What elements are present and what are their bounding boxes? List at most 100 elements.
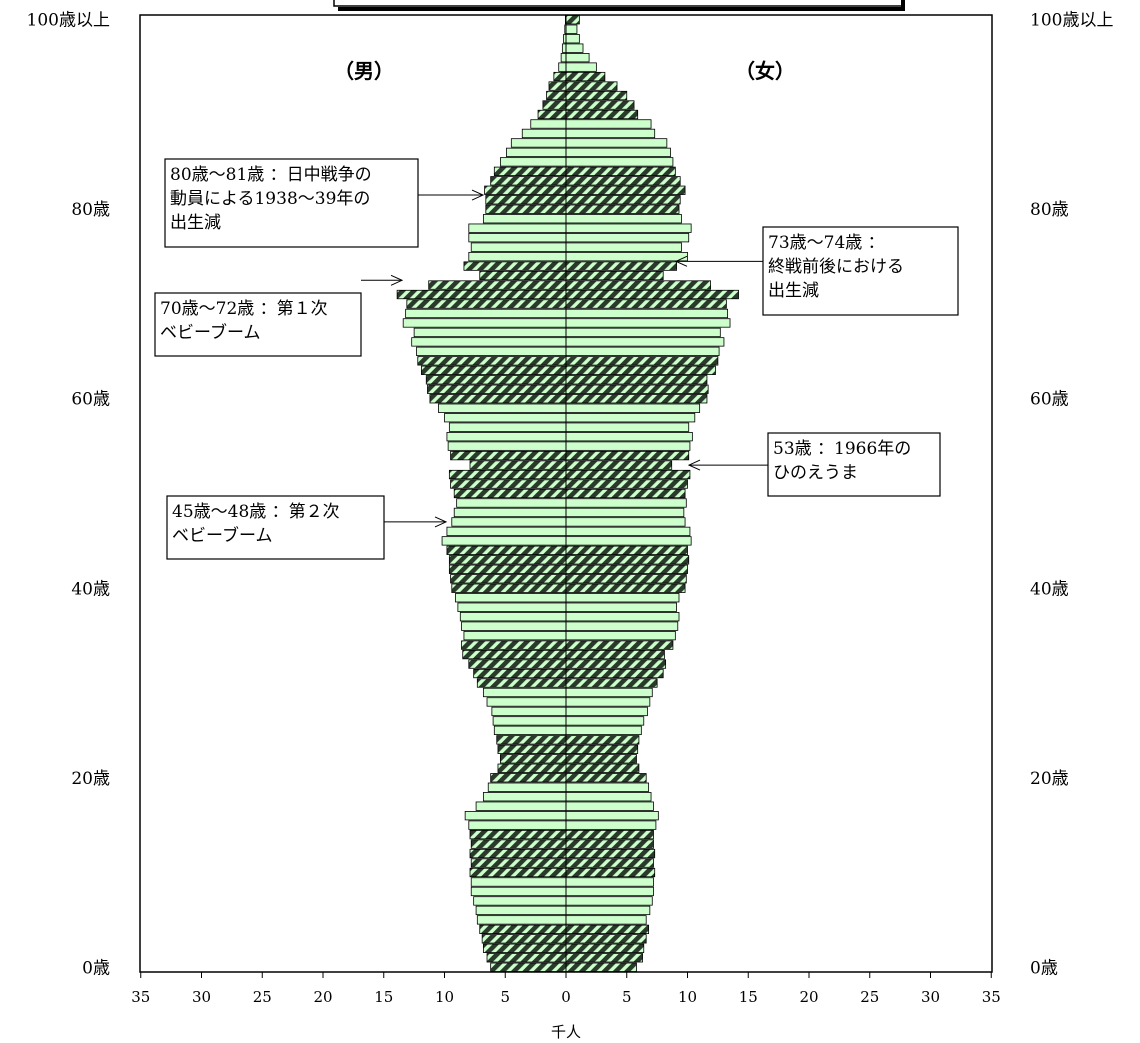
male-bar-age-3 [481,934,567,944]
male-bar-age-6 [475,905,567,916]
female-bar-age-56 [565,432,693,442]
female-bar-age-95 [565,62,597,72]
annotation-text-line: 出生減 [170,213,221,233]
male-bar-age-28 [486,697,567,707]
female-bar-age-72 [565,280,711,290]
male-bar-age-70 [406,299,567,309]
female-bar-age-100 [565,15,580,25]
male-bar-age-44 [446,545,567,555]
x-tick-label: 35 [982,988,1001,1006]
male-bar-age-12 [469,848,567,859]
female-bar-age-57 [565,422,690,432]
male-bar-age-74 [463,261,567,271]
female-bar-age-93 [565,81,618,91]
female-bar-age-24 [565,735,640,745]
male-bar-age-47 [451,517,567,527]
male-bar-age-64 [417,356,567,366]
female-bar-age-60 [565,394,708,404]
male-bar-age-90 [537,109,567,120]
male-bar-age-46 [446,526,567,537]
female-bar-age-12 [565,848,656,859]
male-bar-age-93 [548,81,567,91]
female-bar-age-62 [565,375,708,385]
male-bar-age-24 [496,735,567,745]
female-bar-age-64 [565,356,719,366]
female-bar-age-27 [565,706,648,717]
male-bar-age-57 [448,422,567,432]
female-bar-age-68 [565,318,731,328]
male-bar-age-96 [560,53,567,63]
male-bar-age-13 [470,839,567,849]
male-bar-age-78 [468,223,567,233]
male-bar-age-36 [461,621,567,631]
male-bar-age-41 [450,574,567,584]
y-tick-label-right: 80歳 [1030,200,1069,220]
annotation-box [762,226,959,316]
female-bar-age-13 [565,839,654,849]
male-bar-age-0 [490,962,567,972]
y-tick-label-right: 40歳 [1030,579,1069,599]
male-bar-age-53 [469,460,567,470]
female-bar-age-90 [565,109,639,120]
annotation-text-line: 53歳 ：1966年の [773,439,911,459]
annotation-arrowhead [434,516,448,528]
x-tick-label: 5 [622,988,632,1006]
male-bar-age-88 [521,128,567,139]
female-label: （女） [735,59,795,83]
x-tick-label: 30 [192,988,211,1006]
male-bar-age-92 [546,90,567,101]
female-bar-age-59 [565,403,701,413]
female-bar-age-76 [565,242,682,252]
male-bar-age-97 [561,43,567,53]
female-bar-age-75 [565,251,688,262]
female-bar-age-43 [565,555,690,565]
female-bar-age-6 [565,905,651,916]
x-axis-ticks: 35 30 25 20 15 10 5 0 5 10 15 20 25 30 35 [131,972,1001,1006]
female-bar-age-14 [565,829,654,840]
y-tick-label-left: 40歳 [71,579,110,599]
male-bar-age-65 [416,346,567,357]
male-bar-age-19 [487,782,567,792]
female-bar-age-87 [565,138,668,148]
male-bar-age-15 [468,820,567,830]
male-bar-age-9 [470,877,567,887]
male-bar-age-76 [470,242,567,252]
female-bar-age-66 [565,337,725,347]
male-bar-age-21 [497,763,567,773]
male-bar-age-29 [482,687,567,698]
female-bar-age-22 [565,754,637,764]
female-bar-age-78 [565,223,692,233]
female-bar-age-30 [565,678,658,688]
male-bar-age-42 [448,564,567,574]
male-bar-age-14 [469,829,567,840]
female-bar-age-92 [565,90,628,101]
female-bar-age-20 [565,773,647,783]
annotation-arrowhead [390,274,404,286]
female-bar-age-91 [565,100,635,110]
male-bar-age-5 [476,915,567,925]
male-bar-age-67 [413,327,567,338]
male-bar-age-81 [485,195,567,205]
female-bar-age-25 [565,725,642,736]
male-bar-age-18 [482,792,567,802]
male-bar-age-4 [479,924,567,934]
x-tick-label: 15 [374,988,393,1006]
annotation-arrowhead [674,255,688,267]
male-bar-age-49 [456,498,567,508]
y-tick-label-left: 100歳以上 [27,11,110,31]
male-bar-age-52 [448,469,567,480]
male-bar-age-95 [558,62,567,72]
female-bar-age-34 [565,640,674,650]
annotation-box [767,432,941,497]
male-bar-age-80 [485,204,567,214]
female-bar-age-31 [565,668,664,679]
male-bar-age-40 [451,583,567,593]
male-bar-age-33 [462,649,567,660]
male-bar-age-91 [542,100,567,110]
male-bar-age-16 [464,811,567,821]
x-tick-label: 20 [799,988,818,1006]
title-box-edge [333,0,905,11]
x-tick-label: 15 [739,988,758,1006]
